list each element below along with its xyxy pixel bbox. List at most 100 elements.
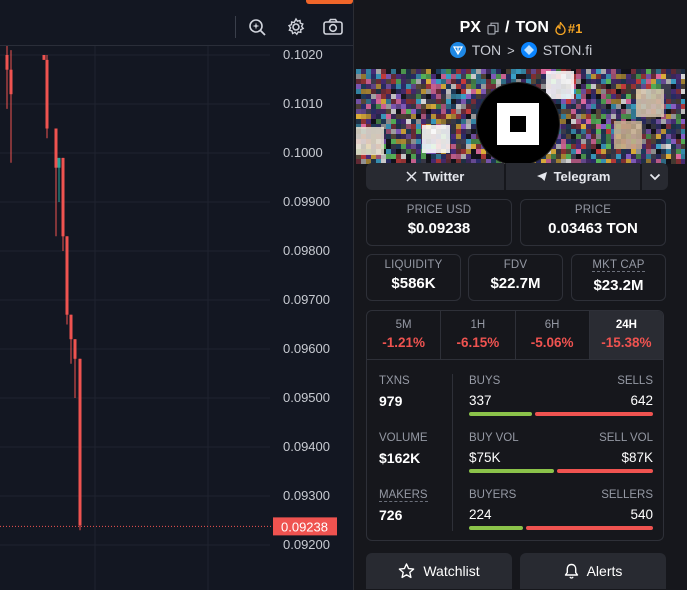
banner-pixel [666, 124, 671, 129]
banner-pixel [406, 124, 411, 129]
banner-pixel [596, 134, 601, 139]
chain-name[interactable]: TON [471, 42, 502, 58]
banner-pixel [676, 84, 681, 89]
alerts-button[interactable]: Alerts [520, 553, 666, 589]
banner-pixel [421, 79, 426, 84]
banner-pixel [421, 119, 426, 124]
tab-6h[interactable]: 6H -5.06% [516, 311, 590, 359]
banner-pixel [441, 114, 446, 119]
banner-pixel [436, 99, 441, 104]
banner-pixel [376, 154, 381, 159]
banner-pixel [621, 149, 626, 154]
banner-pixel [416, 69, 421, 74]
banner-pixel [676, 134, 681, 139]
banner-pixel [416, 99, 421, 104]
banner-pixel [391, 74, 396, 79]
banner-pixel [356, 74, 361, 79]
tab-24h[interactable]: 24H -15.38% [589, 311, 663, 359]
banner-pixel [436, 69, 441, 74]
banner-pixel [671, 99, 676, 104]
banner-pixel [576, 154, 581, 159]
banner-pixel [676, 99, 681, 104]
banner-pixel [391, 159, 396, 164]
price-tick-label: 0.09300 [283, 488, 330, 503]
tab-1h[interactable]: 1H -6.15% [441, 311, 516, 359]
banner-pixel [456, 139, 461, 144]
banner-pixel [591, 94, 596, 99]
banner-pixel [606, 114, 611, 119]
banner-pixel [461, 114, 466, 119]
banner-pixel [566, 104, 571, 109]
banner-pixel [606, 109, 611, 114]
tab-5m[interactable]: 5M -1.21% [367, 311, 442, 359]
telegram-button[interactable]: Telegram [506, 163, 640, 190]
banner-pixel [471, 89, 476, 94]
banner-pixel [601, 159, 606, 164]
banner-pixel [461, 144, 466, 149]
banner-pixel [481, 79, 486, 84]
banner-pixel [436, 109, 441, 114]
banner-pixel [501, 69, 506, 74]
banner-pixel [641, 154, 646, 159]
banner-pixel [481, 94, 486, 99]
camera-icon[interactable] [320, 14, 346, 40]
banner-pixel [441, 109, 446, 114]
trending-rank[interactable]: #1 [555, 21, 582, 36]
banner-pixel [681, 84, 685, 89]
banner-pixel [641, 134, 646, 139]
banner-pixel [626, 149, 631, 154]
banner-pixel [451, 119, 456, 124]
sells-value: 642 [630, 393, 653, 408]
banner-pixel [681, 69, 685, 74]
banner-pixel [581, 114, 586, 119]
telegram-icon [536, 171, 548, 182]
makers-label[interactable]: MAKERS [379, 489, 428, 502]
banner-pixel [661, 129, 666, 134]
banner-pixel [606, 74, 611, 79]
banner-pixel [641, 69, 646, 74]
banner-pixel [451, 79, 456, 84]
banner-pixel [596, 94, 601, 99]
watchlist-button[interactable]: Watchlist [366, 553, 512, 589]
banner-pixel [481, 84, 486, 89]
banner-pixel [576, 114, 581, 119]
banner-pixel [631, 149, 636, 154]
banner-pixel [431, 119, 436, 124]
tab-label: 24H [615, 319, 637, 331]
banner-pixel [366, 109, 371, 114]
price-chart[interactable]: 0.1020 0.1010 0.1000 0.09900 0.09800 0.09700 0… [0, 0, 353, 590]
banner-pixel [456, 119, 461, 124]
banner-pixel [461, 129, 466, 134]
banner-pixel [601, 139, 606, 144]
banner-pixel [441, 94, 446, 99]
banner-pixel [391, 109, 396, 114]
banner-pixel [436, 104, 441, 109]
more-links-button[interactable] [642, 163, 668, 190]
banner-pixel [416, 129, 421, 134]
magic-zoom-icon[interactable] [244, 14, 270, 40]
banner-pixel [456, 109, 461, 114]
banner-pixel [451, 144, 456, 149]
gear-icon[interactable] [283, 14, 309, 40]
banner-pixel [526, 79, 531, 84]
banner-pixel [676, 79, 681, 84]
copy-icon[interactable] [487, 22, 499, 35]
banner-pixel [591, 69, 596, 74]
banner-pixel [646, 119, 651, 124]
banner-pixel [541, 74, 546, 79]
price-tick-label: 0.09600 [283, 341, 330, 356]
banner-pixel [371, 119, 376, 124]
stats-divider [452, 374, 453, 531]
banner-pixel [576, 119, 581, 124]
dex-name[interactable]: STON.fi [542, 42, 593, 58]
banner-pixel [601, 99, 606, 104]
market-cap-label[interactable]: MKT CAP [592, 259, 645, 272]
banner-character [422, 125, 450, 153]
twitter-button[interactable]: Twitter [366, 163, 504, 190]
banner-pixel [591, 99, 596, 104]
banner-pixel [451, 94, 456, 99]
candlestick-plot[interactable]: 0.1020 0.1010 0.1000 0.09900 0.09800 0.09700 0… [0, 46, 353, 590]
banner-pixel [406, 159, 411, 164]
banner-pixel [591, 134, 596, 139]
banner-pixel [446, 79, 451, 84]
